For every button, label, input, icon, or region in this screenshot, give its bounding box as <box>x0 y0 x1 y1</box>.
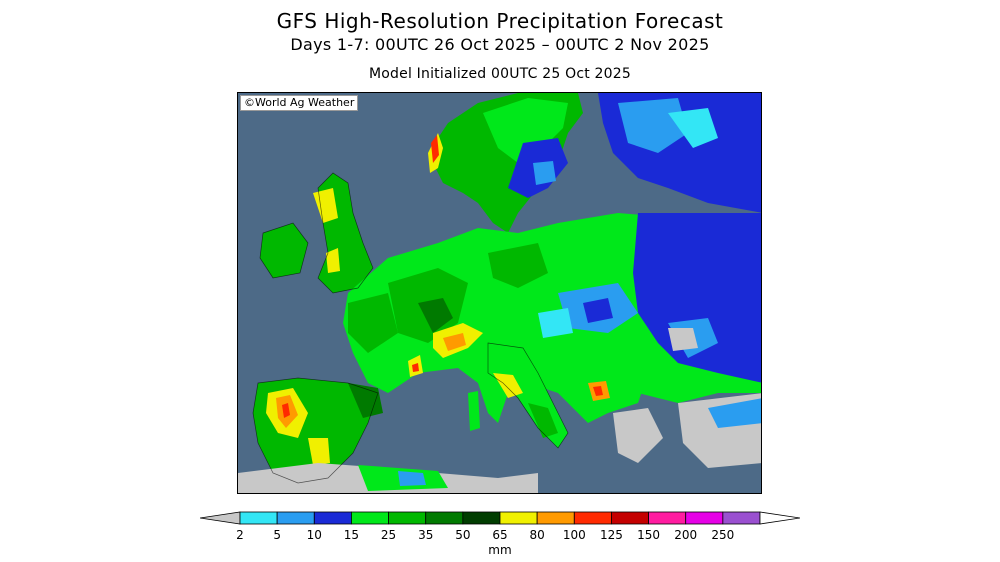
ireland-land <box>260 223 308 278</box>
legend-tick-label: 25 <box>380 528 397 542</box>
map-title: GFS High-Resolution Precipitation Foreca… <box>276 9 724 33</box>
legend-unit: mm <box>488 543 512 557</box>
legend-swatch <box>685 511 724 525</box>
legend-tick-label: 80 <box>529 528 545 542</box>
legend-swatch <box>611 511 649 525</box>
legend-arrow-low <box>200 511 241 525</box>
legend-swatch <box>573 511 612 525</box>
copyright-label: ©World Ag Weather <box>240 95 359 111</box>
legend-swatch <box>276 511 315 525</box>
legend-tick-label: 150 <box>637 528 661 542</box>
legend-colorbar <box>200 511 800 525</box>
legend-swatch <box>722 511 761 525</box>
forecast-period: Days 1-7: 00UTC 26 Oct 2025 – 00UTC 2 No… <box>290 35 710 54</box>
legend-tick-label: 50 <box>455 528 471 542</box>
legend-tick-label: 15 <box>343 528 360 542</box>
legend-swatch <box>499 511 538 525</box>
legend-tick-label: 35 <box>418 528 434 542</box>
legend-swatch <box>239 511 278 525</box>
legend-tick-label: 5 <box>273 528 281 542</box>
legend-swatch <box>536 511 575 525</box>
balkans-land <box>568 348 648 413</box>
greece-dry <box>613 408 663 463</box>
legend-swatch <box>313 511 352 525</box>
legend-swatch <box>648 511 687 525</box>
map-canvas <box>238 93 761 493</box>
legend-tick-label: 200 <box>674 528 698 542</box>
legend-tick-label: 65 <box>492 528 508 542</box>
legend-swatch <box>351 511 389 525</box>
precipitation-map: ©World Ag Weather <box>237 92 762 494</box>
legend-arrow-high <box>759 511 800 525</box>
legend-swatch <box>388 511 427 525</box>
color-legend: 2 5 10 15 25 35 50 65 80 100 125 150 200 250 mm <box>200 510 800 560</box>
legend-tick-label: 100 <box>562 528 586 542</box>
legend-swatch <box>425 511 464 525</box>
legend-tick-label: 250 <box>711 528 735 542</box>
legend-tick-label: 10 <box>306 528 322 542</box>
legend-swatch <box>462 511 501 525</box>
model-init: Model Initialized 00UTC 25 Oct 2025 <box>369 66 631 82</box>
legend-tick-label: 2 <box>236 528 244 542</box>
legend-tick-label: 125 <box>599 528 623 542</box>
